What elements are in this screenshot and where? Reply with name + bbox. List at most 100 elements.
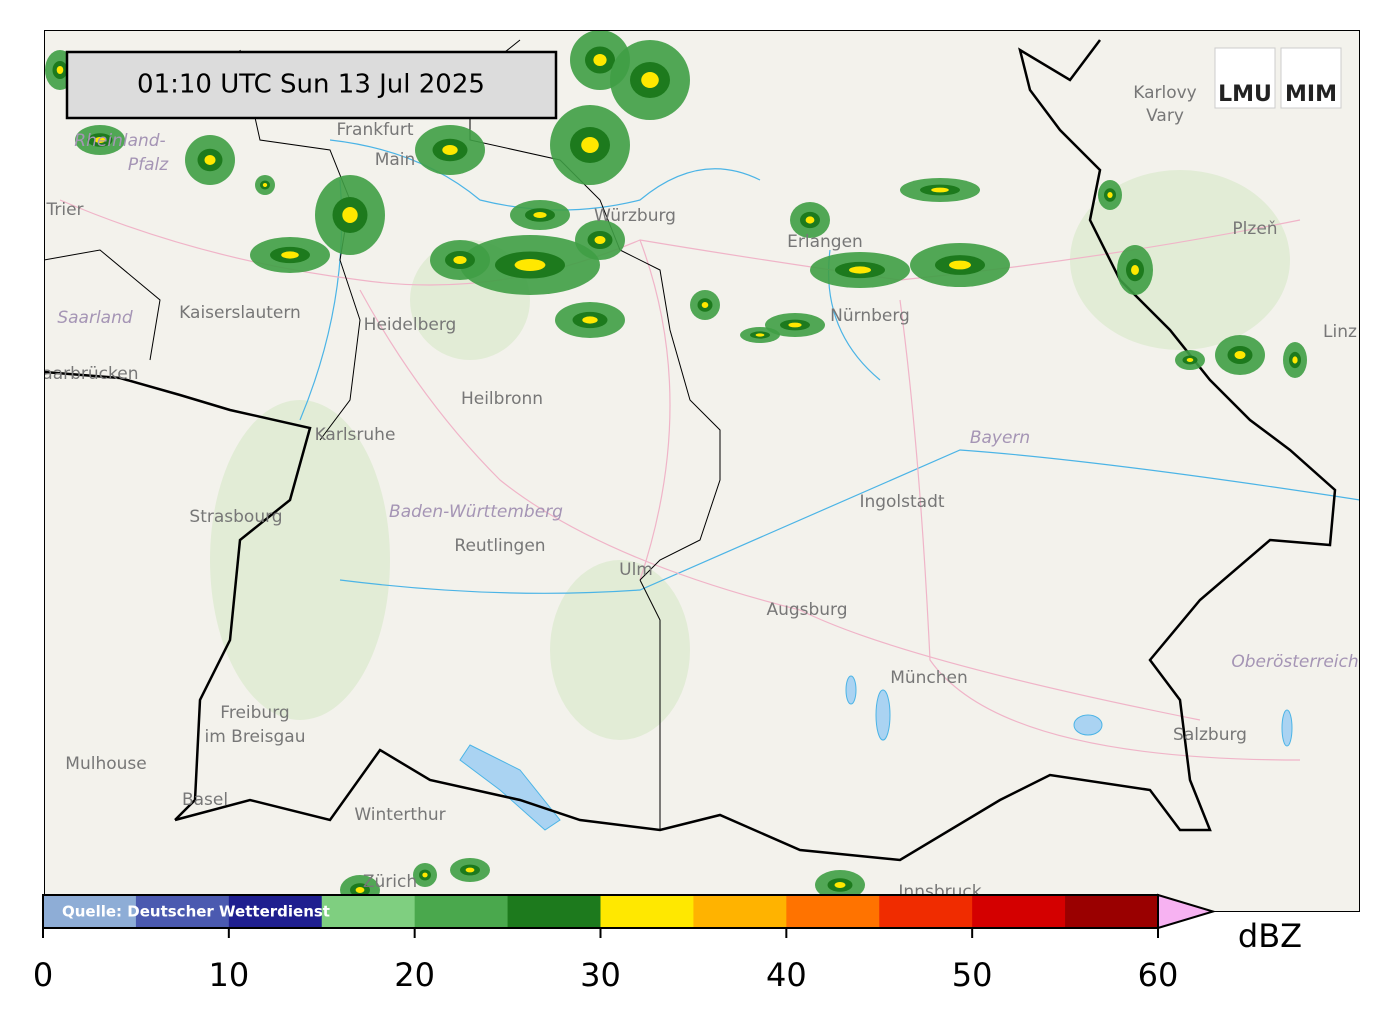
place-label: Zürich	[363, 872, 417, 892]
colorbar-unit: dBZ	[1238, 917, 1302, 955]
place-label: Erlangen	[787, 232, 863, 252]
place-label: Salzburg	[1173, 725, 1247, 745]
colorbar-segment	[786, 895, 880, 928]
place-label: Trier	[45, 200, 83, 220]
lakes	[459, 675, 1293, 831]
place-label: Ingolstadt	[859, 492, 944, 512]
radar-echo	[262, 183, 268, 187]
radar-echo	[849, 266, 871, 274]
radar-echo	[593, 54, 607, 66]
place-label: Strasbourg	[189, 507, 282, 527]
place-label: Kaiserslautern	[179, 303, 301, 323]
logo	[1214, 47, 1276, 109]
region-label: Oberösterreich	[1231, 652, 1358, 672]
radar-echo	[582, 316, 598, 324]
logo-text: MIM	[1285, 82, 1337, 107]
region-label: Bayern	[970, 428, 1030, 448]
colorbar-segment	[43, 895, 137, 928]
colorbar: Quelle: Deutscher Wetterdienst 0 10 20 30 40 5…	[33, 893, 1302, 994]
colorbar-segment	[693, 895, 787, 928]
region-label: Pfalz	[128, 155, 169, 175]
place-label: Main	[375, 150, 416, 170]
roads	[59, 199, 1301, 761]
radar-echo	[1186, 358, 1194, 362]
place-label: Reutlingen	[454, 536, 545, 556]
radar-echo	[641, 72, 659, 88]
place-label: Frankfurt	[337, 120, 414, 140]
radar-echo	[442, 145, 458, 155]
radar-echo	[755, 333, 765, 337]
colorbar-segment	[600, 895, 694, 928]
logo-text: LMU	[1218, 82, 1272, 107]
place-label: Basel	[182, 790, 228, 810]
place-label: Nürnberg	[830, 306, 910, 326]
radar-echo	[342, 207, 358, 223]
radar-echo	[355, 887, 365, 893]
colorbar-tick-label: 40	[766, 956, 807, 994]
colorbar-segment	[879, 895, 973, 928]
radar-echo	[949, 260, 971, 270]
radar-echo	[834, 882, 846, 888]
place-label: Freiburg	[220, 703, 289, 723]
place-label: Karlovy	[1133, 83, 1197, 103]
colorbar-tick-label: 0	[33, 956, 53, 994]
region-label: Saarland	[57, 308, 133, 328]
place-label: Heilbronn	[461, 389, 543, 409]
region-label: Baden-Württemberg	[389, 502, 563, 522]
colorbar-segment	[414, 895, 509, 928]
radar-echo	[1234, 351, 1246, 359]
radar-echo	[1292, 356, 1298, 364]
timestamp-box	[65, 50, 558, 120]
colorbar-tick-label: 30	[580, 956, 621, 994]
region-label: Rheinland-	[74, 131, 165, 151]
colorbar-segment	[972, 895, 1066, 928]
radar-echo	[422, 872, 428, 878]
radar-echo	[514, 259, 546, 271]
place-label: Winterthur	[354, 805, 445, 825]
radar-echo	[581, 137, 599, 153]
place-label: Würzburg	[594, 206, 676, 226]
radar-echo	[594, 236, 606, 244]
country-borders	[44, 39, 1337, 862]
logo	[1280, 47, 1342, 109]
place-label: München	[890, 668, 968, 688]
place-label: Mulhouse	[65, 754, 146, 774]
place-label: Ulm	[619, 560, 653, 580]
place-label: Linz	[1323, 322, 1357, 342]
colorbar-segment	[507, 895, 601, 928]
timestamp: 01:10 UTC Sun 13 Jul 2025	[137, 70, 485, 100]
place-label: Vary	[1146, 106, 1184, 126]
radar-echo	[453, 256, 467, 264]
radar-echo	[1131, 265, 1139, 275]
place-label: Plzeň	[1232, 219, 1277, 239]
radar-echo	[931, 187, 949, 193]
colorbar-tick-label: 20	[394, 956, 435, 994]
place-label: Karlsruhe	[315, 425, 396, 445]
radar-echo	[281, 251, 299, 259]
place-label: im Breisgau	[205, 727, 306, 747]
place-label: Saarbrücken	[32, 364, 139, 384]
radar-echo	[1107, 192, 1113, 198]
radar-echo	[805, 216, 815, 224]
radar-echo	[465, 867, 475, 873]
radar-echo	[56, 66, 64, 74]
radar-echoes	[45, 30, 1307, 905]
colorbar-tick-label: 10	[208, 956, 249, 994]
colorbar-segment	[1065, 895, 1159, 928]
colorbar-segment	[321, 895, 416, 928]
place-label: Augsburg	[766, 600, 847, 620]
map: Karlovy Vary Plzeň Rheinland- Pfalz Trier Saar…	[32, 30, 1360, 912]
colorbar-tick-label: 60	[1138, 956, 1179, 994]
colorbar-source: Quelle: Deutscher Wetterdienst	[62, 903, 330, 921]
radar-echo	[94, 137, 106, 143]
radar-echo	[204, 155, 216, 165]
colorbar-tick-label: 50	[952, 956, 993, 994]
radar-echo	[788, 322, 802, 328]
state-borders	[44, 39, 721, 830]
colorbar-segment	[135, 895, 230, 928]
radar-echo	[701, 302, 709, 308]
radar-echo	[533, 212, 547, 218]
place-label: Heidelberg	[364, 315, 457, 335]
colorbar-segment	[228, 895, 323, 928]
